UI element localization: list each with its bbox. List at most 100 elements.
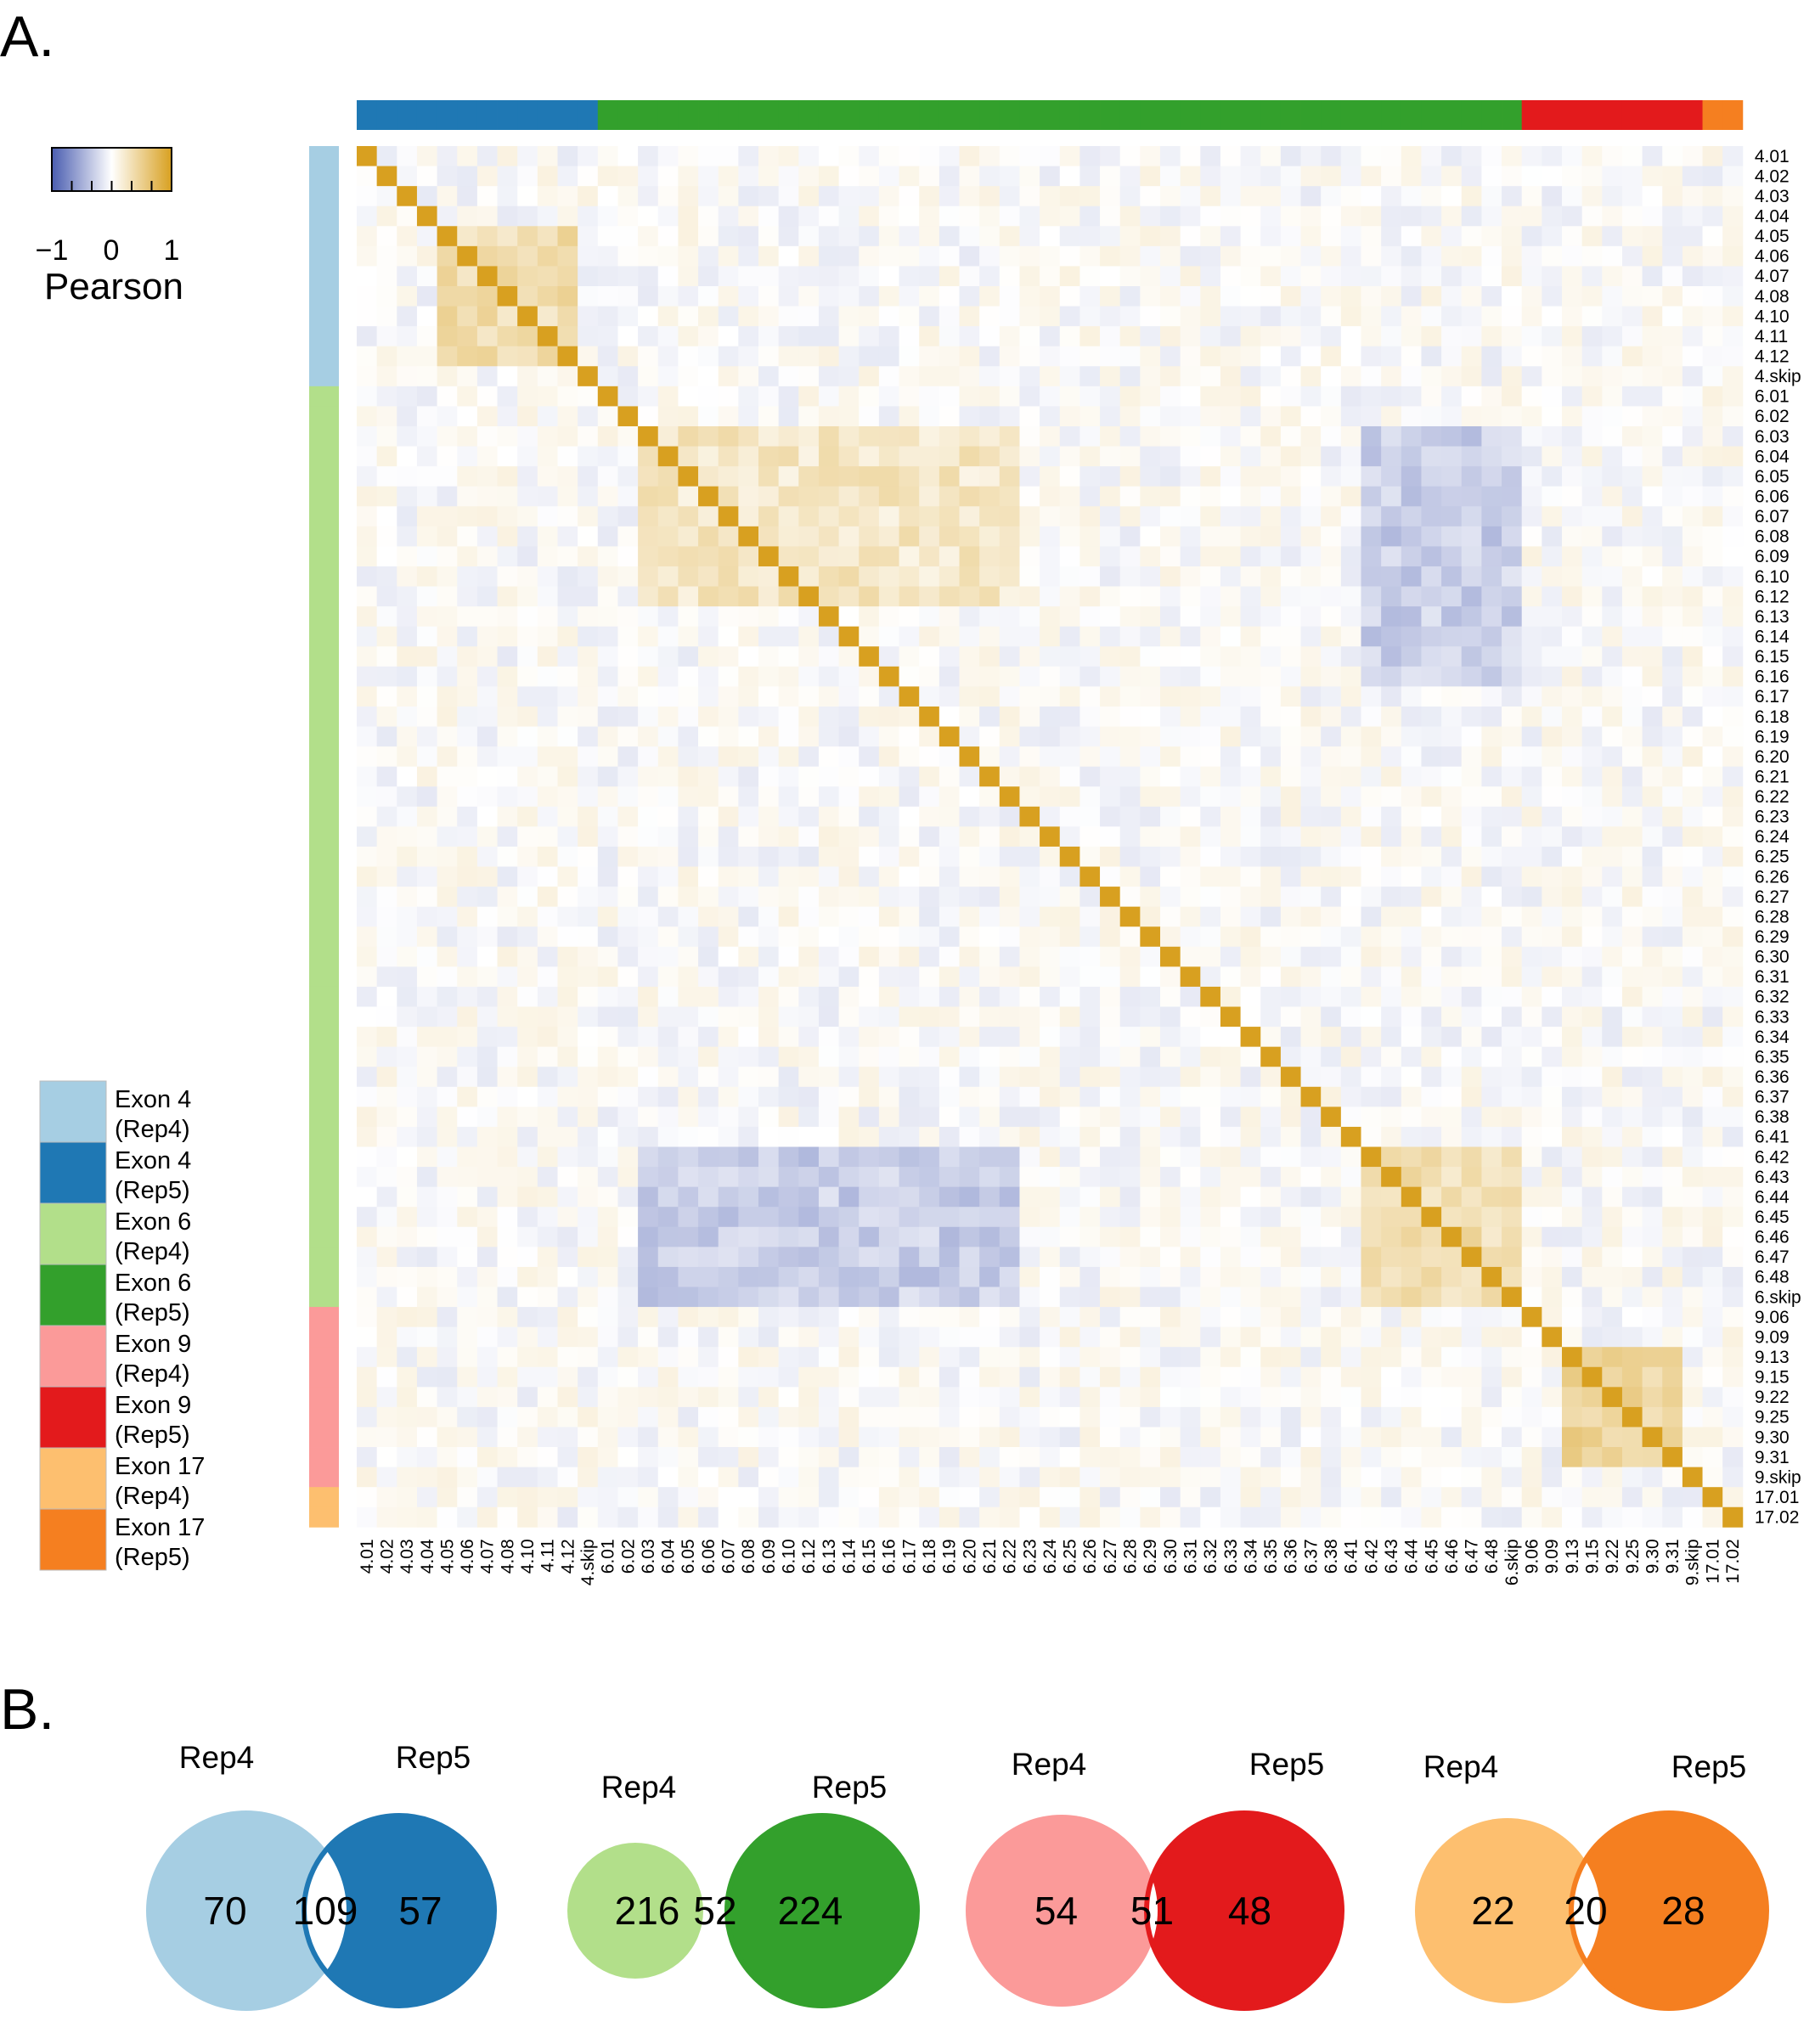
heatmap-cell bbox=[1702, 146, 1723, 166]
heatmap-cell bbox=[939, 285, 960, 307]
heatmap-cell bbox=[1461, 666, 1482, 687]
heatmap-cell bbox=[1220, 1506, 1241, 1528]
heatmap-cell bbox=[537, 186, 558, 207]
heatmap-cell bbox=[1079, 1027, 1101, 1048]
heatmap-cell bbox=[537, 1027, 558, 1048]
heatmap-cell bbox=[919, 1266, 940, 1287]
heatmap-cell bbox=[1260, 726, 1282, 747]
heatmap-cell bbox=[999, 1207, 1020, 1228]
heatmap-cell bbox=[1381, 1287, 1402, 1308]
heatmap-cell bbox=[397, 946, 418, 967]
column-annotation-cell bbox=[919, 100, 940, 130]
heatmap-cell bbox=[1019, 146, 1040, 166]
heatmap-cell bbox=[1059, 846, 1080, 867]
heatmap-cell bbox=[437, 326, 458, 347]
heatmap-cell bbox=[939, 1266, 960, 1287]
heatmap-cell bbox=[357, 946, 378, 967]
heatmap-cell bbox=[738, 746, 759, 768]
heatmap-cell bbox=[517, 986, 538, 1007]
heatmap-cell bbox=[1361, 786, 1382, 808]
heatmap-cell bbox=[738, 1247, 759, 1268]
heatmap-cell bbox=[557, 1106, 578, 1128]
heatmap-cell bbox=[899, 1266, 920, 1287]
heatmap-cell bbox=[1300, 285, 1322, 307]
heatmap-cell bbox=[376, 1347, 397, 1368]
heatmap-cell bbox=[818, 1287, 839, 1308]
heatmap-cell bbox=[597, 1387, 618, 1408]
column-annotation-cell bbox=[1521, 100, 1542, 130]
heatmap-cell bbox=[517, 826, 538, 847]
row-tick-label: 9.31 bbox=[1755, 1448, 1790, 1467]
heatmap-cell bbox=[597, 746, 618, 768]
heatmap-cell bbox=[1361, 506, 1382, 527]
heatmap-cell bbox=[1079, 486, 1101, 507]
heatmap-cell bbox=[397, 706, 418, 727]
heatmap-cell bbox=[1381, 806, 1402, 827]
heatmap-cell bbox=[1100, 1207, 1121, 1228]
heatmap-cell bbox=[999, 1266, 1020, 1287]
heatmap-cell bbox=[1621, 166, 1643, 187]
heatmap-cell bbox=[517, 366, 538, 387]
heatmap-cell bbox=[939, 1146, 960, 1168]
row-tick-label: 9.22 bbox=[1755, 1388, 1790, 1407]
heatmap-cell bbox=[758, 786, 780, 808]
heatmap-cell bbox=[1019, 826, 1040, 847]
heatmap-cell bbox=[1642, 1006, 1663, 1028]
heatmap-cell bbox=[1160, 146, 1181, 166]
heatmap-cell bbox=[1180, 786, 1201, 808]
heatmap-cell bbox=[1562, 446, 1583, 467]
heatmap-cell bbox=[1280, 1266, 1301, 1287]
heatmap-cell bbox=[476, 1447, 498, 1468]
heatmap-cell bbox=[838, 566, 860, 587]
heatmap-cell bbox=[1160, 1086, 1181, 1107]
heatmap-cell bbox=[597, 966, 618, 988]
heatmap-cell bbox=[578, 1406, 599, 1427]
heatmap-cell bbox=[919, 486, 940, 507]
heatmap-cell bbox=[1140, 1186, 1161, 1208]
heatmap-cell bbox=[1079, 846, 1101, 867]
heatmap-cell bbox=[1682, 966, 1703, 988]
heatmap-cell bbox=[878, 1086, 899, 1107]
heatmap-cell bbox=[1502, 826, 1523, 847]
heatmap-cell bbox=[1421, 346, 1442, 367]
heatmap-cell bbox=[1441, 1167, 1463, 1188]
row-tick-label: 9.30 bbox=[1755, 1427, 1790, 1447]
row-annotation-cell bbox=[309, 1487, 339, 1508]
heatmap-cell bbox=[899, 245, 920, 267]
heatmap-cell bbox=[718, 1067, 739, 1088]
heatmap-cell bbox=[1240, 566, 1261, 587]
heatmap-cell bbox=[1421, 1347, 1442, 1368]
heatmap-cell bbox=[979, 586, 1001, 607]
heatmap-cell bbox=[497, 606, 518, 628]
heatmap-cell bbox=[1621, 826, 1643, 847]
heatmap-cell bbox=[1702, 826, 1723, 847]
heatmap-cell bbox=[376, 746, 397, 768]
heatmap-cell bbox=[1240, 306, 1261, 327]
heatmap-cell bbox=[859, 326, 880, 347]
heatmap-cell bbox=[1481, 766, 1502, 787]
heatmap-cell bbox=[798, 1467, 820, 1488]
heatmap-cell bbox=[758, 1027, 780, 1048]
heatmap-cell bbox=[1502, 866, 1523, 887]
heatmap-cell bbox=[999, 1287, 1020, 1308]
heatmap-cell bbox=[1059, 285, 1080, 307]
heatmap-cell bbox=[1180, 1347, 1201, 1368]
heatmap-cell bbox=[738, 1307, 759, 1328]
heatmap-cell bbox=[1682, 1046, 1703, 1067]
heatmap-cell bbox=[979, 326, 1001, 347]
heatmap-cell bbox=[919, 646, 940, 667]
heatmap-cell bbox=[738, 826, 759, 847]
heatmap-cell bbox=[1461, 466, 1482, 487]
heatmap-cell bbox=[1079, 1467, 1101, 1488]
heatmap-cell bbox=[1100, 1487, 1121, 1508]
heatmap-cell bbox=[1401, 1106, 1422, 1128]
heatmap-cell bbox=[1040, 406, 1061, 427]
heatmap-cell bbox=[838, 1307, 860, 1328]
heatmap-cell bbox=[859, 786, 880, 808]
heatmap-cell bbox=[1321, 546, 1342, 567]
heatmap-cell bbox=[1200, 806, 1221, 827]
heatmap-cell bbox=[1300, 726, 1322, 747]
heatmap-cell bbox=[999, 1406, 1020, 1427]
heatmap-cell bbox=[1562, 406, 1583, 427]
heatmap-cell bbox=[1381, 706, 1402, 727]
